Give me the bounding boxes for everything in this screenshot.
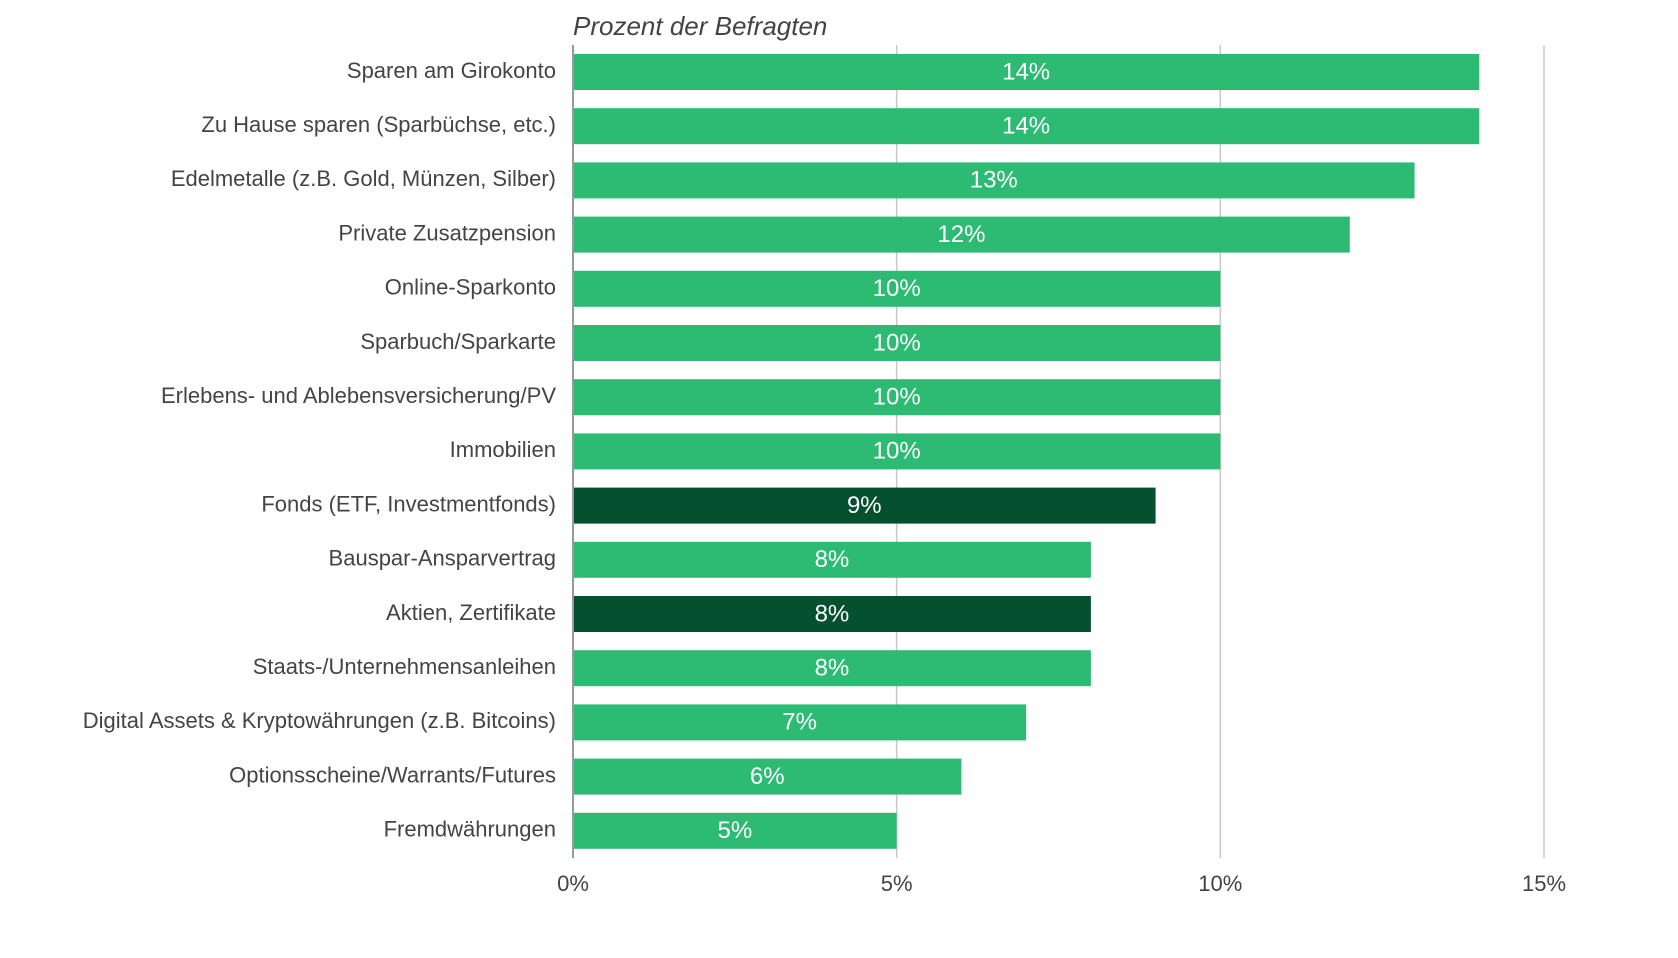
bar bbox=[573, 379, 1221, 416]
bar bbox=[573, 270, 1221, 307]
bar bbox=[573, 596, 1091, 632]
x-tick-label: 15% bbox=[1522, 871, 1566, 896]
y-tick-label: Aktien, Zertifikate bbox=[386, 600, 556, 625]
y-tick-label: Zu Hause sparen (Sparbüchse, etc.) bbox=[201, 112, 556, 137]
bar bbox=[573, 812, 897, 849]
bar bbox=[573, 433, 1221, 470]
bar bbox=[573, 216, 1350, 253]
value-label: 12% bbox=[937, 221, 985, 248]
value-label: 7% bbox=[782, 709, 817, 736]
value-label: 10% bbox=[873, 384, 921, 411]
y-tick-label: Sparen am Girokonto bbox=[347, 58, 556, 83]
value-label: 9% bbox=[847, 492, 882, 519]
x-tick-label: 10% bbox=[1198, 871, 1242, 896]
x-tick-label: 5% bbox=[881, 871, 913, 896]
bar bbox=[573, 325, 1221, 361]
bar bbox=[573, 650, 1091, 687]
value-label: 10% bbox=[873, 275, 921, 302]
value-label: 10% bbox=[873, 438, 921, 465]
y-tick-label: Online-Sparkonto bbox=[385, 275, 556, 300]
bar bbox=[573, 162, 1415, 199]
y-tick-label: Erlebens- und Ablebensversicherung/PV bbox=[161, 383, 556, 408]
value-label: 5% bbox=[717, 817, 752, 844]
bar bbox=[573, 541, 1091, 578]
x-tick-label: 0% bbox=[557, 871, 589, 896]
y-tick-label: Immobilien bbox=[450, 437, 556, 462]
bar bbox=[573, 487, 1156, 524]
value-label: 13% bbox=[970, 167, 1018, 194]
y-tick-label: Edelmetalle (z.B. Gold, Münzen, Silber) bbox=[171, 166, 556, 191]
value-label: 14% bbox=[1002, 58, 1050, 85]
y-tick-label: Fonds (ETF, Investmentfonds) bbox=[261, 491, 556, 516]
bar bbox=[573, 54, 1480, 90]
y-tick-label: Optionsscheine/Warrants/Futures bbox=[229, 762, 556, 787]
value-label: 10% bbox=[873, 329, 921, 356]
bar bbox=[573, 108, 1480, 145]
y-tick-label: Sparbuch/Sparkarte bbox=[360, 329, 556, 354]
y-tick-label: Fremdwährungen bbox=[384, 817, 556, 842]
chart-title: Prozent der Befragten bbox=[573, 11, 827, 41]
bar bbox=[573, 704, 1027, 741]
bar bbox=[573, 758, 962, 795]
value-label: 8% bbox=[815, 655, 850, 682]
y-tick-label: Digital Assets & Kryptowährungen (z.B. B… bbox=[83, 708, 556, 733]
y-tick-label: Bauspar-Ansparvertrag bbox=[329, 546, 556, 571]
value-label: 8% bbox=[815, 600, 850, 627]
y-tick-label: Staats-/Unternehmensanleihen bbox=[253, 654, 556, 679]
y-tick-label: Private Zusatzpension bbox=[338, 220, 556, 245]
value-label: 14% bbox=[1002, 113, 1050, 140]
value-label: 8% bbox=[815, 546, 850, 573]
value-label: 6% bbox=[750, 763, 785, 790]
